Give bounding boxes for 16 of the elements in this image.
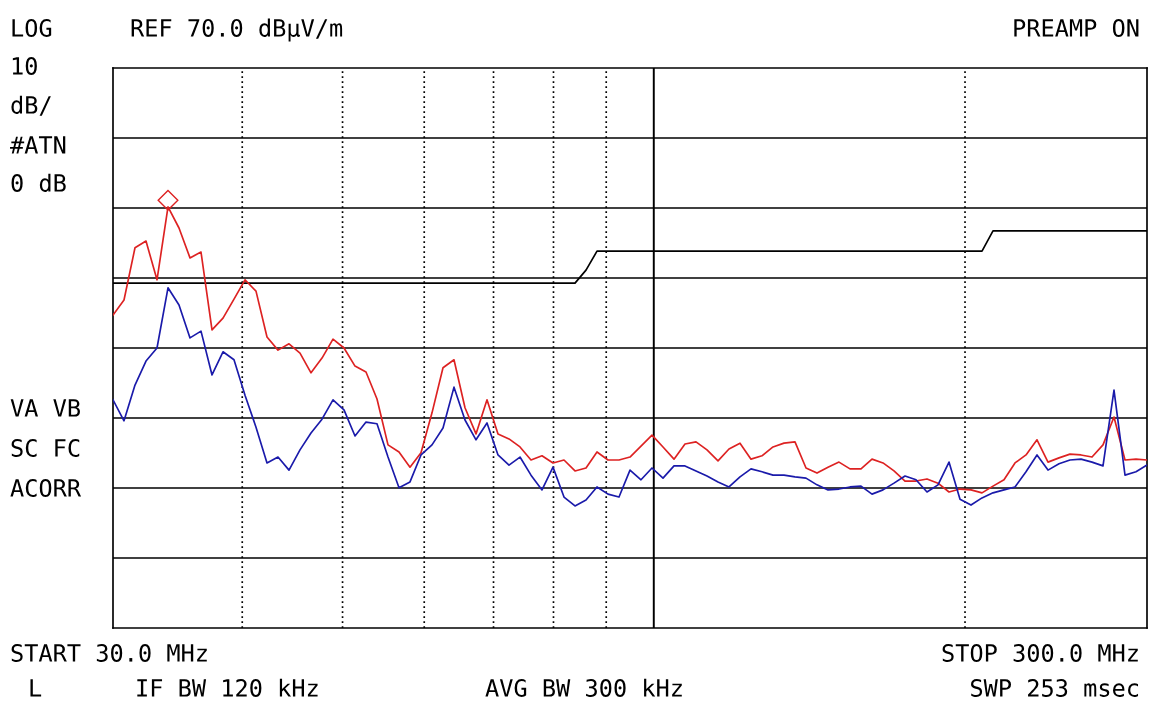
text: 0 dB [11, 173, 66, 192]
text: dB/ [11, 95, 51, 116]
text: PREAMP ON [1014, 19, 1139, 37]
text: 10 [12, 57, 37, 75]
text: L [30, 679, 42, 697]
text: AVG BW 300 kHz [485, 678, 682, 697]
text: SWP 253 msec [971, 679, 1139, 697]
text: LOG [12, 19, 52, 37]
text: VA VB [10, 399, 80, 417]
text: IF BW 120 kHz [137, 678, 318, 697]
text: SC FC [11, 439, 80, 457]
text: STOP 300.0 MHz [942, 644, 1138, 662]
text: START 30.0 MHz [11, 644, 207, 662]
text: ACORR [10, 479, 82, 497]
text: #ATN [10, 136, 66, 154]
text: REF 70.0 dBµV/m [131, 18, 343, 42]
